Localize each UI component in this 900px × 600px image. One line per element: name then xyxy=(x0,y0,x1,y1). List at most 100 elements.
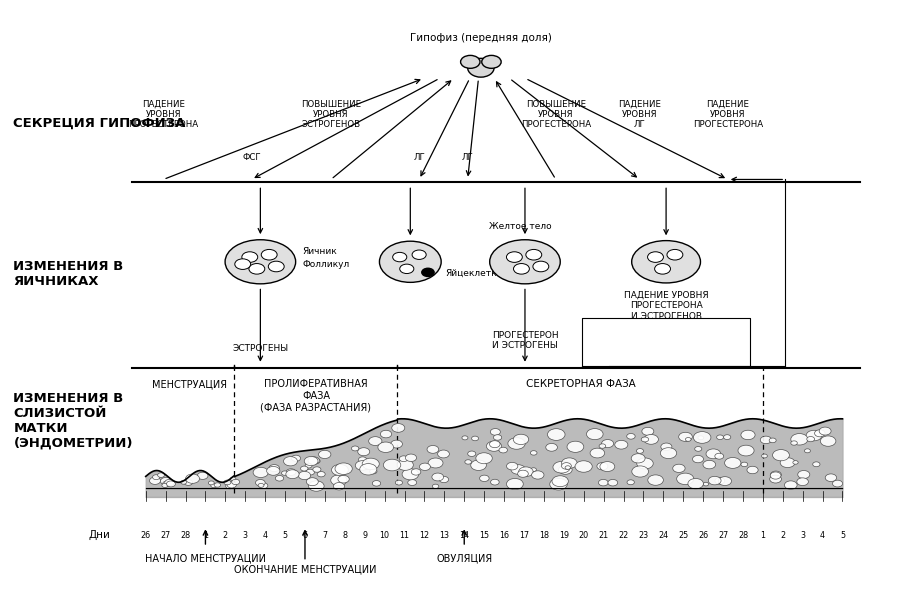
Text: 23: 23 xyxy=(638,530,649,540)
Ellipse shape xyxy=(225,240,295,284)
Circle shape xyxy=(242,252,257,262)
Circle shape xyxy=(166,481,176,487)
Circle shape xyxy=(706,449,721,459)
Circle shape xyxy=(235,259,251,269)
Text: ПАДЕНИЕ
УРОВНЯ
ЛГ: ПАДЕНИЕ УРОВНЯ ЛГ xyxy=(618,100,662,130)
Circle shape xyxy=(308,457,320,464)
Text: 7: 7 xyxy=(322,530,328,540)
Ellipse shape xyxy=(482,55,501,68)
Circle shape xyxy=(185,474,200,484)
Circle shape xyxy=(412,250,427,259)
Circle shape xyxy=(636,458,653,469)
Circle shape xyxy=(269,464,280,472)
Circle shape xyxy=(284,457,297,466)
Text: 25: 25 xyxy=(678,530,688,540)
Text: МЕНСТРУАЦИЯ: МЕНСТРУАЦИЯ xyxy=(152,379,228,389)
Circle shape xyxy=(338,475,349,483)
Text: 10: 10 xyxy=(380,530,390,540)
Circle shape xyxy=(698,436,704,440)
Circle shape xyxy=(703,482,708,486)
Circle shape xyxy=(275,475,284,481)
Circle shape xyxy=(770,472,781,479)
Text: 2: 2 xyxy=(780,530,786,540)
Circle shape xyxy=(785,481,797,490)
Circle shape xyxy=(791,434,808,445)
Text: ПАДЕНИЕ
УРОВНЯ
ПРОГЕСТЕРОНА: ПАДЕНИЕ УРОВНЯ ПРОГЕСТЕРОНА xyxy=(129,100,198,130)
Circle shape xyxy=(513,434,528,445)
Circle shape xyxy=(432,473,444,481)
Circle shape xyxy=(545,443,557,451)
Circle shape xyxy=(439,476,448,482)
Circle shape xyxy=(249,263,265,274)
Circle shape xyxy=(686,437,691,442)
Circle shape xyxy=(708,476,721,485)
Circle shape xyxy=(214,483,220,487)
Circle shape xyxy=(715,478,724,484)
Text: ПОВЫШЕНИЕ
УРОВНЯ
ПРОГЕСТЕРОНА: ПОВЫШЕНИЕ УРОВНЯ ПРОГЕСТЕРОНА xyxy=(521,100,591,130)
Circle shape xyxy=(661,448,677,458)
Circle shape xyxy=(547,428,565,440)
Text: 4: 4 xyxy=(263,530,267,540)
Text: 24: 24 xyxy=(658,530,669,540)
Circle shape xyxy=(472,436,479,441)
Circle shape xyxy=(282,471,288,475)
Circle shape xyxy=(224,480,231,485)
Circle shape xyxy=(507,252,522,262)
Circle shape xyxy=(231,479,239,485)
Circle shape xyxy=(590,448,605,458)
Circle shape xyxy=(632,466,649,477)
Text: Желтое тело: Желтое тело xyxy=(490,222,552,231)
Circle shape xyxy=(507,478,523,490)
Text: 18: 18 xyxy=(539,530,549,540)
Circle shape xyxy=(599,444,606,448)
Circle shape xyxy=(821,436,836,446)
Circle shape xyxy=(550,478,567,490)
Circle shape xyxy=(716,435,724,440)
Text: Яйцеклетка: Яйцеклетка xyxy=(446,269,503,278)
Text: 20: 20 xyxy=(579,530,589,540)
Circle shape xyxy=(813,462,820,467)
Circle shape xyxy=(465,460,472,464)
Circle shape xyxy=(462,436,468,440)
Circle shape xyxy=(357,448,370,456)
Text: 22: 22 xyxy=(618,530,628,540)
Circle shape xyxy=(718,476,732,485)
Circle shape xyxy=(149,477,160,484)
Text: 8: 8 xyxy=(342,530,347,540)
Circle shape xyxy=(397,460,413,470)
Text: 27: 27 xyxy=(718,530,728,540)
Text: 5: 5 xyxy=(283,530,288,540)
Circle shape xyxy=(780,458,795,467)
Circle shape xyxy=(373,481,381,486)
Circle shape xyxy=(511,464,526,474)
Text: 1: 1 xyxy=(202,530,208,540)
Circle shape xyxy=(480,475,489,482)
Circle shape xyxy=(679,433,692,442)
Circle shape xyxy=(471,460,486,470)
Circle shape xyxy=(627,480,634,485)
Circle shape xyxy=(575,461,592,472)
Circle shape xyxy=(306,478,319,485)
Circle shape xyxy=(259,483,268,488)
Circle shape xyxy=(608,479,617,486)
Circle shape xyxy=(770,471,781,478)
Circle shape xyxy=(553,461,571,473)
Circle shape xyxy=(286,469,296,475)
Text: 13: 13 xyxy=(439,530,449,540)
Circle shape xyxy=(313,467,321,472)
Circle shape xyxy=(301,466,308,471)
Circle shape xyxy=(304,457,318,466)
Ellipse shape xyxy=(461,55,480,68)
Circle shape xyxy=(319,451,331,458)
Circle shape xyxy=(381,430,392,438)
Circle shape xyxy=(552,476,569,487)
Circle shape xyxy=(476,453,492,464)
Circle shape xyxy=(533,261,549,272)
Ellipse shape xyxy=(632,241,700,283)
Circle shape xyxy=(688,478,704,489)
Circle shape xyxy=(738,445,754,456)
Circle shape xyxy=(814,430,825,437)
Circle shape xyxy=(562,463,572,469)
Circle shape xyxy=(486,441,501,451)
Circle shape xyxy=(587,428,603,440)
